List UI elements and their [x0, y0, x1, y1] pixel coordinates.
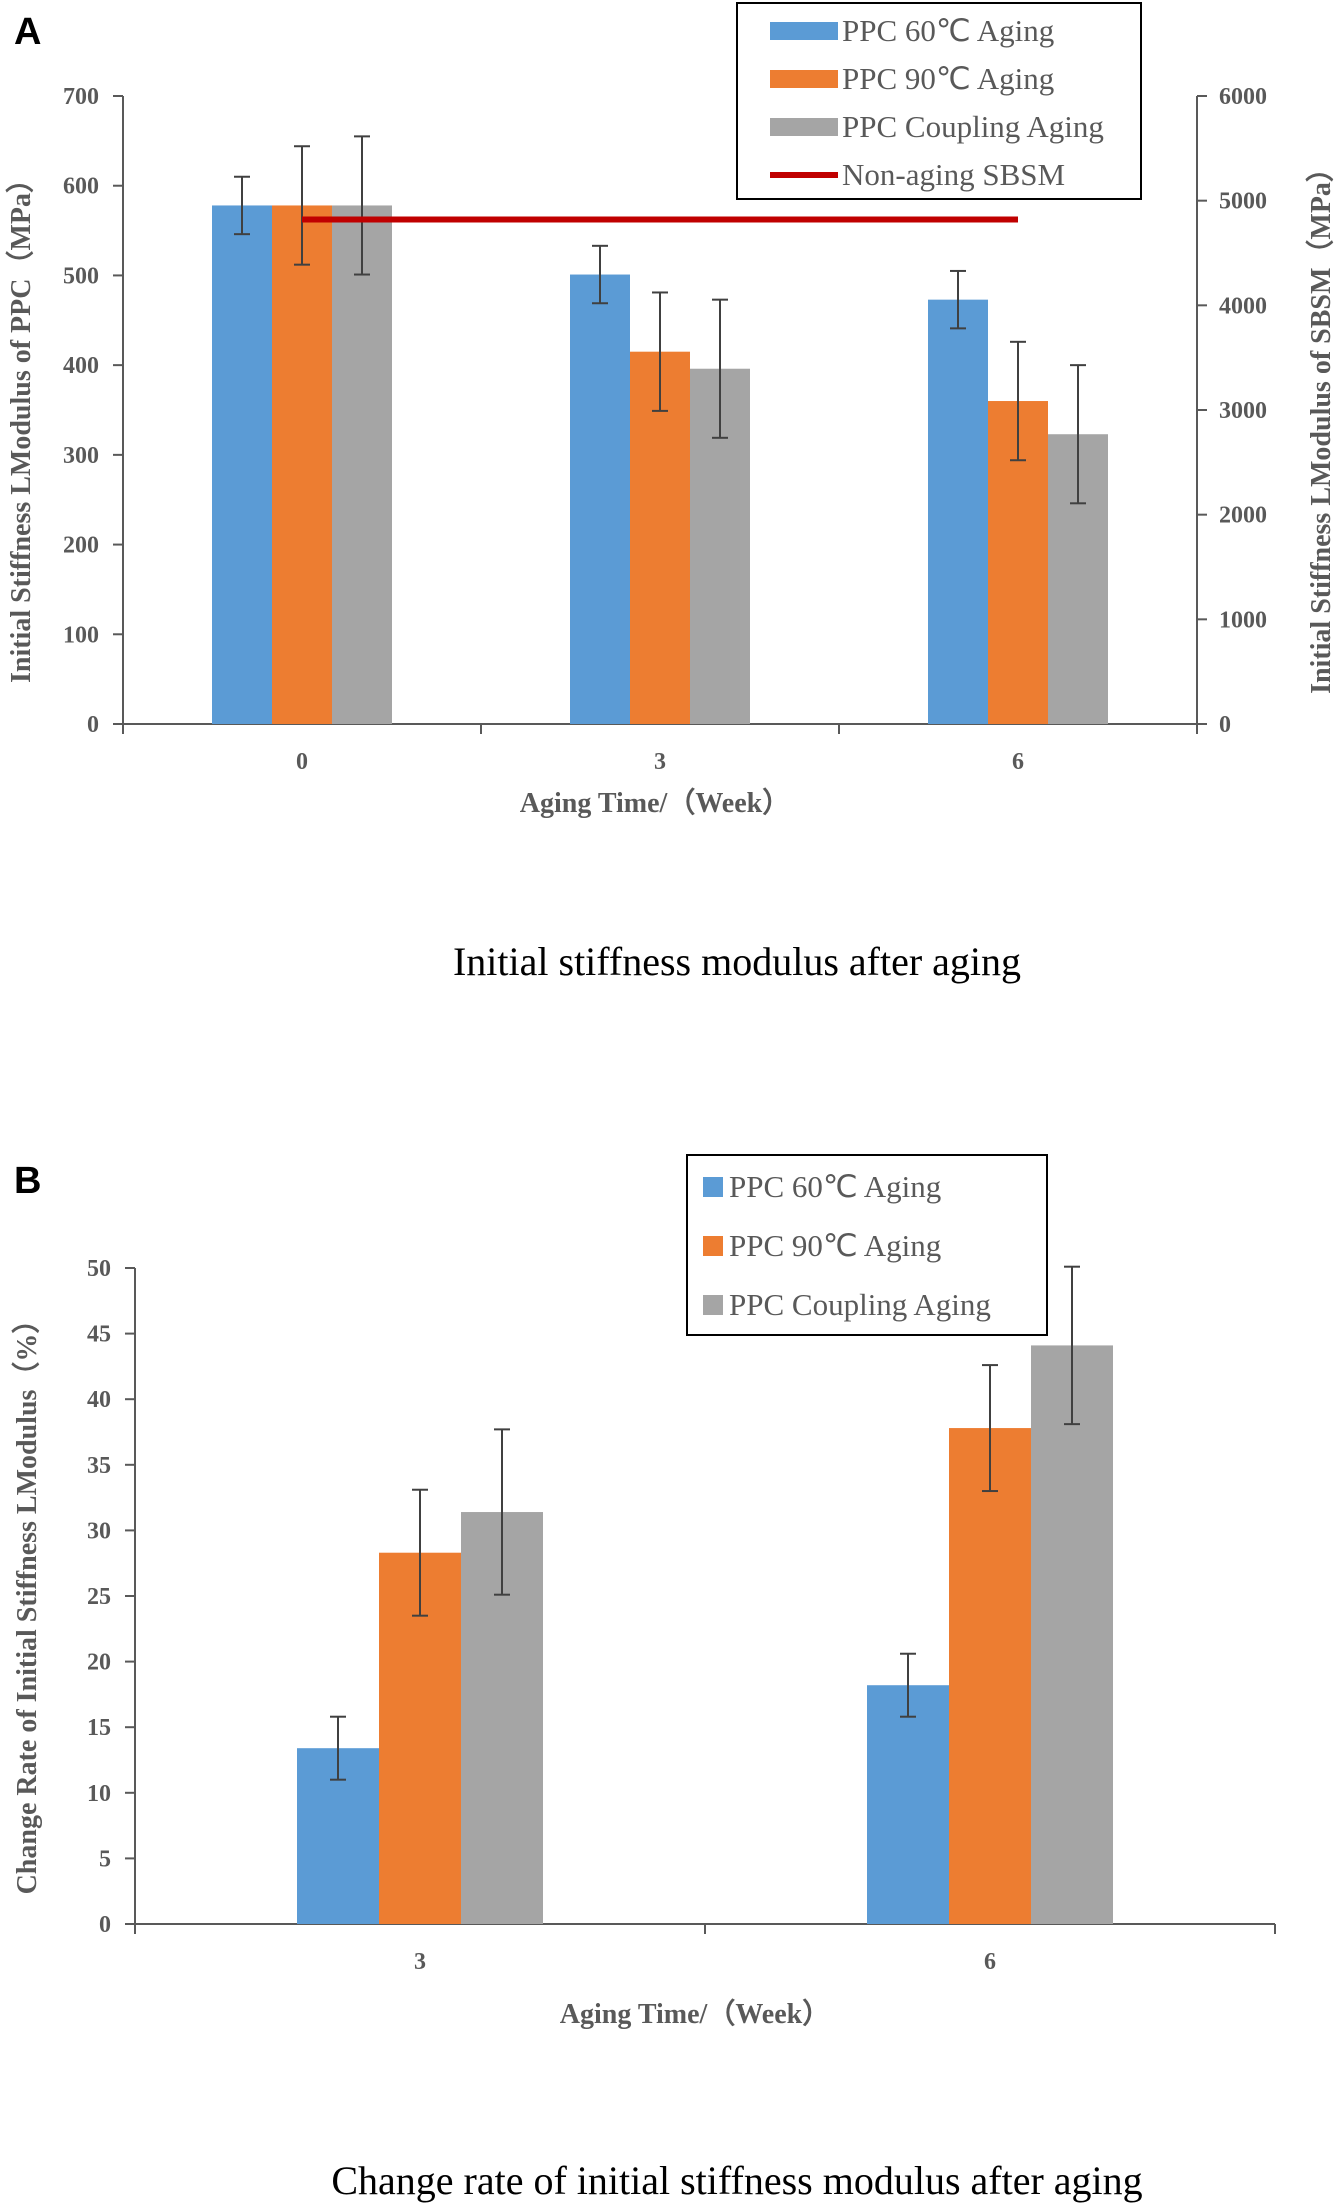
panel-b-y-tick-label: 35	[87, 1453, 111, 1479]
panel-b-y-tick-label: 45	[87, 1322, 111, 1348]
panel-b-y-tick-label: 50	[87, 1256, 111, 1282]
panel-b-legend-box	[686, 1154, 1048, 1336]
panel-a-y-tick-label: 500	[63, 263, 99, 289]
panel-b-y-tick-label: 10	[87, 1781, 111, 1807]
panel-a-legend-label: PPC 90℃ Aging	[842, 61, 1054, 96]
panel-b-legend-swatch	[703, 1236, 723, 1256]
panel-b-bar	[949, 1428, 1031, 1924]
panel-a-x-tick-label: 6	[1012, 749, 1024, 775]
panel-b-bar	[1031, 1345, 1113, 1924]
panel-b-x-tick-label: 3	[414, 1949, 426, 1975]
panel-a-y-tick-label: 400	[63, 353, 99, 379]
panel-a-letter: A	[14, 11, 41, 53]
panel-a-y2-tick-label: 2000	[1219, 503, 1267, 529]
panel-b-y-tick-label: 30	[87, 1518, 111, 1544]
panel-b-x-axis-title: Aging Time/（Week）	[560, 1997, 830, 2030]
panel-a-bar	[332, 205, 392, 725]
panel-a-y2-tick-label: 5000	[1219, 189, 1267, 215]
panel-b-y-tick-label: 20	[87, 1650, 111, 1676]
panel-a-legend-swatch	[770, 22, 838, 40]
panel-a-y2-tick-label: 6000	[1219, 84, 1267, 110]
panel-a-legend-label: PPC Coupling Aging	[842, 109, 1104, 144]
panel-a-y2-tick-label: 4000	[1219, 293, 1267, 319]
panel-b-legend-swatch	[703, 1177, 723, 1197]
panel-b-y-tick-label: 15	[87, 1715, 111, 1741]
panel-b-y-tick-label: 40	[87, 1387, 111, 1413]
panel-a-y-tick-label: 200	[63, 533, 99, 559]
panel-b-legend-swatch	[703, 1295, 723, 1315]
panel-b-y-tick-label: 25	[87, 1584, 111, 1610]
panel-a-y-tick-label: 600	[63, 174, 99, 200]
panel-a-y2-tick-label: 3000	[1219, 398, 1267, 424]
panel-b-letter: B	[14, 1160, 41, 1202]
panel-a-caption: Initial stiffness modulus after aging	[453, 939, 1021, 984]
panel-a-y-tick-label: 0	[87, 712, 99, 738]
panel-b-caption: Change rate of initial stiffness modulus…	[331, 2158, 1142, 2203]
panel-a-legend-swatch	[770, 70, 838, 88]
panel-a-legend-swatch	[770, 118, 838, 136]
panel-b-y-tick-label: 5	[99, 1846, 111, 1872]
panel-a-y-tick-label: 100	[63, 622, 99, 648]
panel-a-x-tick-label: 3	[654, 749, 666, 775]
panel-b-bar	[867, 1685, 949, 1924]
panel-a-bar	[928, 299, 988, 724]
panel-b-legend: PPC 60℃ Aging PPC 90℃ Aging PPC Coupling A…	[686, 1154, 1048, 1336]
panel-a-bar	[272, 205, 332, 725]
panel-a-axes: 0 100 200 300 400 500 600 700 0 1000 2000 3000 4000 5…	[63, 84, 1267, 775]
panel-b-legend-label: PPC Coupling Aging	[729, 1287, 991, 1322]
panel-b-y-tick-label: 0	[99, 1912, 111, 1938]
panel-a-legend-label: Non-aging SBSM	[842, 157, 1065, 192]
panel-a-bars	[212, 135, 1108, 725]
panel-b-x-tick-label: 6	[984, 1949, 996, 1975]
panel-a-y2-tick-label: 0	[1219, 712, 1231, 738]
panel-a-legend-label: PPC 60℃ Aging	[842, 13, 1054, 48]
panel-a-x-axis-title: Aging Time/（Week）	[520, 786, 790, 819]
panel-b-y-axis-title: Change Rate of Initial Stiffness LModulu…	[10, 1306, 43, 1895]
panel-a-bar	[570, 274, 630, 724]
panel-a-y2-axis-title: Initial Stiffness LModulus of SBSM（MPa）	[1304, 154, 1335, 694]
panel-a-y2-tick-label: 1000	[1219, 607, 1267, 633]
panel-a-bar	[212, 205, 272, 725]
panel-a-chart: A 0 100 200 300 400 500 600 700 0 1000 2000 3000 400…	[4, 2, 1335, 984]
panel-a-x-tick-label: 0	[296, 749, 308, 775]
panel-a-y-axis-title: Initial Stiffness LModulus of PPC（MPa）	[4, 165, 37, 683]
panel-b-legend-label: PPC 60℃ Aging	[729, 1169, 941, 1204]
panel-a-y-tick-label: 300	[63, 443, 99, 469]
panel-a-legend: PPC 60℃ Aging PPC 90℃ Aging PPC Coupling A…	[736, 2, 1142, 200]
panel-b-legend-label: PPC 90℃ Aging	[729, 1228, 941, 1263]
panel-b-bars	[297, 1265, 1113, 1924]
panel-a-bar	[630, 351, 690, 724]
panel-a-y-tick-label: 700	[63, 84, 99, 110]
